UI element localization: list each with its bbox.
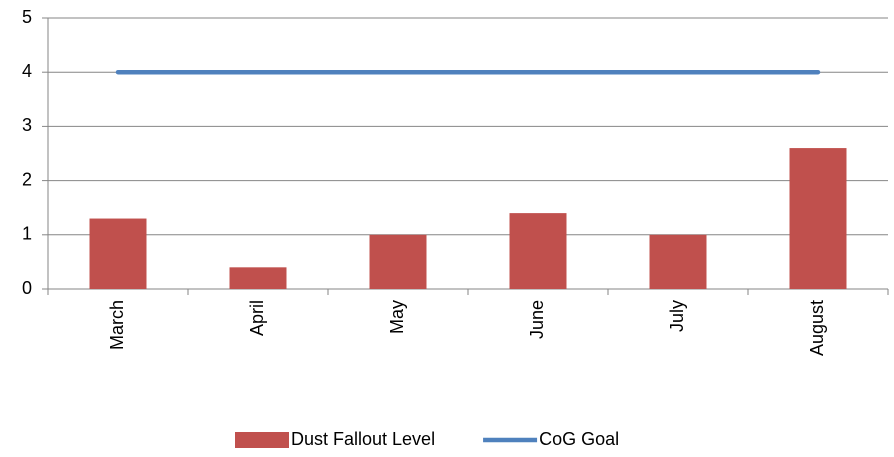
y-tick-label: 2 <box>22 169 32 189</box>
bar <box>649 234 707 289</box>
y-tick-label: 0 <box>22 278 32 298</box>
y-tick-label: 5 <box>22 7 32 27</box>
bar <box>229 267 287 289</box>
y-tick-label: 1 <box>22 224 32 244</box>
x-tick-label: May <box>387 300 407 334</box>
legend-label: CoG Goal <box>539 429 619 449</box>
bar <box>789 148 847 289</box>
bar <box>509 213 567 289</box>
x-tick-label: July <box>667 300 687 332</box>
x-tick-label: June <box>527 300 547 339</box>
y-tick-label: 4 <box>22 61 32 81</box>
legend-label: Dust Fallout Level <box>291 429 435 449</box>
x-tick-label: August <box>807 300 827 356</box>
x-tick-label: April <box>247 300 267 336</box>
bar <box>89 218 147 289</box>
bar <box>369 234 427 289</box>
legend-swatch <box>235 432 289 448</box>
y-tick-label: 3 <box>22 115 32 135</box>
x-tick-label: March <box>107 300 127 350</box>
